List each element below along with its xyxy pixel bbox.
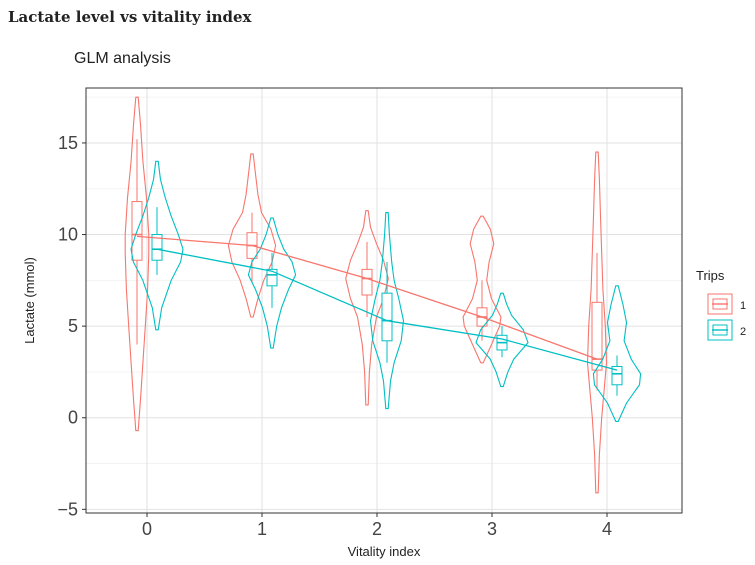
- y-axis-title: Lactate (mmol): [22, 257, 37, 344]
- x-tick-label: 0: [142, 519, 152, 539]
- legend-label-trip1: 1: [740, 300, 746, 312]
- legend-key-box: [712, 324, 728, 336]
- fit-layer: [136, 235, 618, 371]
- violin-trip2-vitality0: [130, 160, 184, 331]
- violin-trip2-vitality4: [592, 285, 642, 422]
- box-iqr: [151, 234, 163, 261]
- y-tick-label: 0: [68, 408, 78, 428]
- legend: Trips 1 2: [696, 268, 746, 341]
- y-tick-label: −5: [57, 499, 78, 519]
- fit-line-trip2: [156, 248, 618, 371]
- violin-trip2-vitality1: [247, 217, 297, 349]
- violin-layer: [124, 96, 642, 494]
- y-tick-label: 15: [58, 133, 78, 153]
- tick-layer: −5 0 5 10 15 0 1 2 3 4: [57, 133, 612, 539]
- legend-label-trip2: 2: [740, 326, 746, 338]
- violin-trip1-vitality0: [124, 96, 150, 432]
- y-tick-label: 5: [68, 316, 78, 336]
- x-tick-label: 3: [487, 519, 497, 539]
- violin-trip2-vitality3: [475, 292, 529, 388]
- x-axis-title: Vitality index: [348, 544, 421, 559]
- box-iqr: [381, 292, 393, 342]
- x-tick-label: 4: [602, 519, 612, 539]
- violin-trip1-vitality4: [586, 151, 608, 494]
- box-iqr: [611, 365, 623, 386]
- box-iqr: [591, 301, 603, 371]
- violin-trip2-vitality2: [369, 212, 405, 410]
- y-tick-label: 10: [58, 225, 78, 245]
- x-tick-label: 2: [372, 519, 382, 539]
- legend-key-box: [712, 298, 728, 310]
- plot-frame: [85, 87, 683, 514]
- violin-trip1-vitality1: [227, 153, 277, 318]
- legend-title: Trips: [696, 268, 725, 283]
- violin-trip1-vitality2: [345, 210, 389, 406]
- x-tick-label: 1: [257, 519, 267, 539]
- page-heading: Lactate level vs vitality index: [8, 8, 252, 26]
- chart-subtitle: GLM analysis: [74, 50, 171, 67]
- fit-line-trip1: [136, 235, 598, 360]
- box-iqr: [361, 268, 373, 296]
- violin-trip1-vitality3: [462, 215, 502, 364]
- box-iqr: [266, 268, 278, 287]
